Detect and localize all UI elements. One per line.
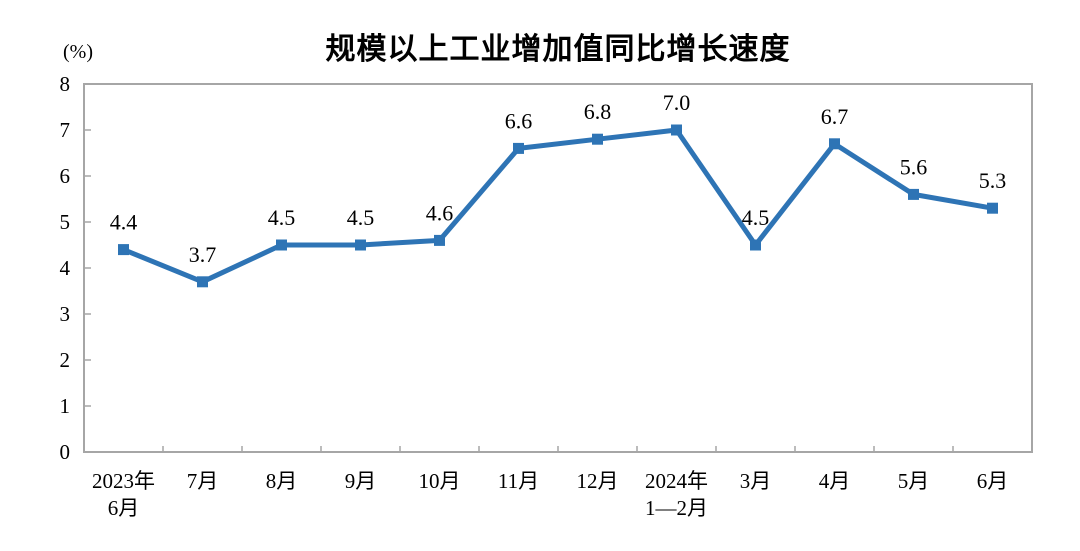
data-point-label: 6.8 <box>584 99 612 124</box>
data-line <box>121 127 995 285</box>
data-point-marker <box>671 124 682 136</box>
x-axis-tick-label: 6月 <box>108 496 140 520</box>
data-point-label: 6.7 <box>821 104 849 129</box>
y-axis-tick-label: 6 <box>60 164 71 188</box>
x-axis-tick-label: 1—2月 <box>645 496 708 520</box>
plot-area-border <box>83 83 1033 453</box>
y-axis-tick-label: 3 <box>60 302 71 326</box>
data-point-label: 4.6 <box>426 200 454 225</box>
y-axis-tick-label: 1 <box>60 394 71 418</box>
data-point-marker <box>592 133 603 145</box>
y-axis-tick-label: 2 <box>60 348 71 372</box>
data-point-label: 5.3 <box>979 168 1007 193</box>
y-axis-unit-label: (%) <box>63 41 93 63</box>
x-axis-tick-label: 10月 <box>419 469 461 493</box>
data-point-label: 4.5 <box>347 205 375 230</box>
data-point-label: 4.4 <box>110 210 138 235</box>
data-point-label: 5.6 <box>900 154 928 179</box>
data-point-marker <box>513 142 524 154</box>
y-axis-tick-label: 0 <box>60 440 71 464</box>
data-point-marker <box>276 239 287 251</box>
y-axis-tick-label: 5 <box>60 210 71 234</box>
x-axis-tick-label: 9月 <box>345 469 377 493</box>
y-axis-tick-label: 4 <box>60 256 71 280</box>
data-point-marker <box>908 188 919 200</box>
x-axis-tick-label: 5月 <box>898 469 930 493</box>
x-axis-tick-label: 11月 <box>498 469 539 493</box>
x-axis-tick-label: 12月 <box>577 469 619 493</box>
data-point-marker <box>829 138 840 150</box>
x-axis-tick-label: 4月 <box>819 469 851 493</box>
data-point-marker <box>434 234 445 246</box>
data-point-label: 4.5 <box>268 205 296 230</box>
data-point-label: 3.7 <box>189 242 217 267</box>
data-point-marker <box>355 239 366 251</box>
y-axis-tick-label: 7 <box>60 118 71 142</box>
data-point-marker <box>197 276 208 288</box>
x-axis-tick-label: 8月 <box>266 469 298 493</box>
x-axis-tick-label: 6月 <box>977 469 1009 493</box>
data-point-label: 7.0 <box>663 90 691 115</box>
data-point-marker <box>987 202 998 214</box>
chart-title: 规模以上工业增加值同比增长速度 <box>325 33 791 66</box>
x-axis-tick-label: 3月 <box>740 469 772 493</box>
y-axis-tick-label: 8 <box>60 72 71 96</box>
data-point-label: 6.6 <box>505 108 533 133</box>
data-point-marker <box>118 244 129 256</box>
x-axis-tick-label: 2023年 <box>92 469 155 493</box>
data-point-label: 4.5 <box>742 205 770 230</box>
data-point-marker <box>750 239 761 251</box>
x-axis-tick-label: 7月 <box>187 469 219 493</box>
x-axis-tick-label: 2024年 <box>645 469 708 493</box>
